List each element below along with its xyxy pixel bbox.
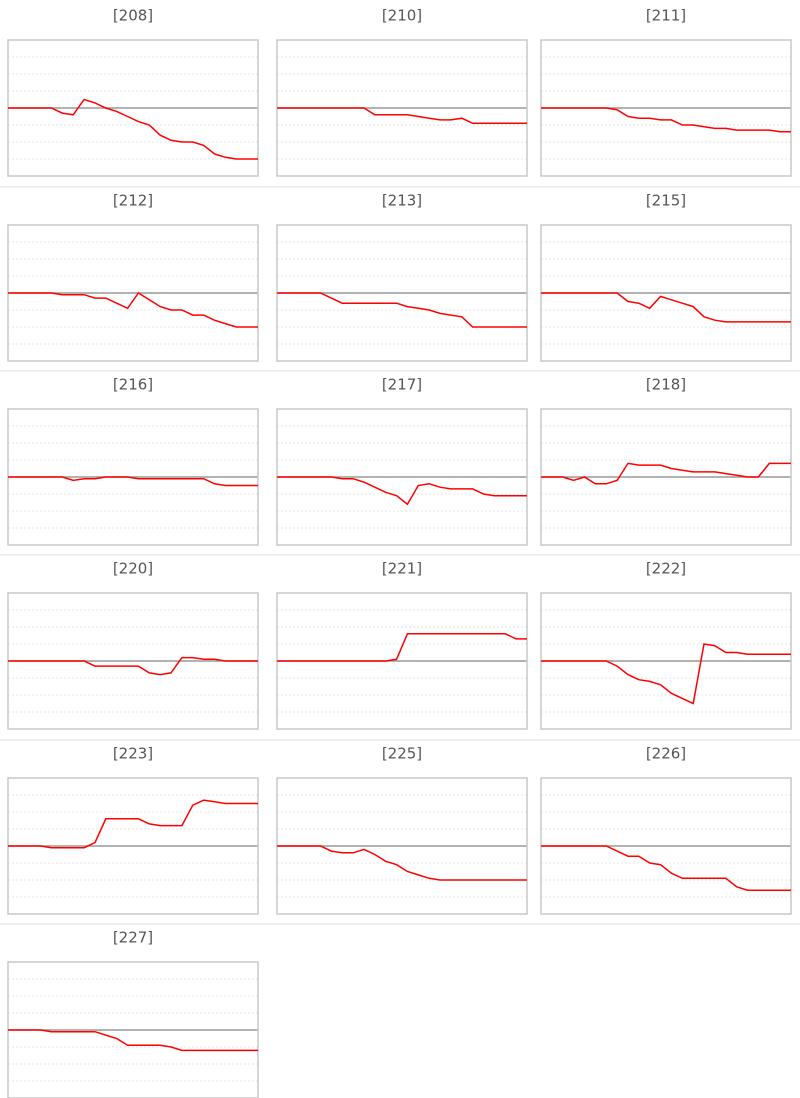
data-line bbox=[277, 845, 527, 881]
data-line bbox=[8, 1029, 258, 1052]
data-line bbox=[541, 292, 791, 323]
chart-title: [227] bbox=[113, 929, 153, 947]
data-line bbox=[277, 633, 527, 662]
chart-title: [208] bbox=[113, 7, 153, 25]
mini-chart: [215] bbox=[540, 192, 792, 362]
mini-chart: [221] bbox=[276, 560, 528, 730]
data-line bbox=[8, 799, 258, 849]
data-line bbox=[277, 476, 527, 506]
chart-title: [220] bbox=[113, 560, 153, 578]
data-line bbox=[541, 462, 791, 485]
mini-chart: [216] bbox=[7, 376, 259, 546]
chart-title: [225] bbox=[382, 745, 422, 763]
chart-title: [215] bbox=[646, 192, 686, 210]
chart-title: [221] bbox=[382, 560, 422, 578]
data-line bbox=[277, 107, 527, 125]
row-separators bbox=[0, 186, 800, 925]
mini-chart: [225] bbox=[276, 745, 528, 915]
chart-title: [218] bbox=[646, 376, 686, 394]
data-line bbox=[8, 98, 258, 160]
mini-chart: [227] bbox=[7, 929, 259, 1098]
mini-chart: [212] bbox=[7, 192, 259, 362]
chart-title: [217] bbox=[382, 376, 422, 394]
mini-chart: [211] bbox=[540, 7, 792, 177]
chart-title: [216] bbox=[113, 376, 153, 394]
chart-title: [226] bbox=[646, 745, 686, 763]
data-line bbox=[541, 643, 791, 705]
mini-chart: [218] bbox=[540, 376, 792, 546]
mini-chart: [208] bbox=[7, 7, 259, 177]
data-line bbox=[541, 845, 791, 891]
mini-chart: [213] bbox=[276, 192, 528, 362]
data-line bbox=[277, 292, 527, 328]
chart-title: [213] bbox=[382, 192, 422, 210]
data-line bbox=[541, 107, 791, 133]
chart-title: [211] bbox=[646, 7, 686, 25]
chart-title: [223] bbox=[113, 745, 153, 763]
mini-chart: [226] bbox=[540, 745, 792, 915]
data-line bbox=[8, 476, 258, 487]
data-line bbox=[8, 656, 258, 676]
mini-chart: [217] bbox=[276, 376, 528, 546]
chart-title: [222] bbox=[646, 560, 686, 578]
mini-chart: [210] bbox=[276, 7, 528, 177]
data-line bbox=[8, 291, 258, 328]
chart-title: [210] bbox=[382, 7, 422, 25]
chart-title: [212] bbox=[113, 192, 153, 210]
mini-chart: [223] bbox=[7, 745, 259, 915]
mini-chart: [220] bbox=[7, 560, 259, 730]
mini-chart: [222] bbox=[540, 560, 792, 730]
